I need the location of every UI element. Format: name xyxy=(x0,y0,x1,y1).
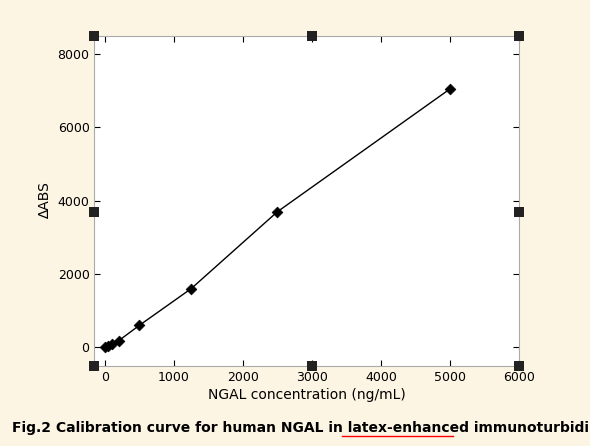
Point xyxy=(307,362,317,369)
Point xyxy=(90,32,99,39)
Point xyxy=(307,32,317,39)
Point xyxy=(514,362,524,369)
Point xyxy=(90,362,99,369)
Point xyxy=(103,343,113,350)
Point xyxy=(90,208,99,215)
Point xyxy=(114,337,123,344)
Point xyxy=(107,341,116,348)
Point xyxy=(445,85,455,92)
Point xyxy=(186,285,196,292)
Point xyxy=(273,208,282,215)
Y-axis label: ∆ABS: ∆ABS xyxy=(38,182,52,219)
Text: Fig.2 Calibration curve for human NGAL in latex-enhanced immunoturbidimetric ass: Fig.2 Calibration curve for human NGAL i… xyxy=(12,421,590,435)
X-axis label: NGAL concentration (ng/mL): NGAL concentration (ng/mL) xyxy=(208,388,406,402)
Point xyxy=(514,208,524,215)
Point xyxy=(514,32,524,39)
Point xyxy=(135,322,144,329)
Point xyxy=(100,344,110,351)
